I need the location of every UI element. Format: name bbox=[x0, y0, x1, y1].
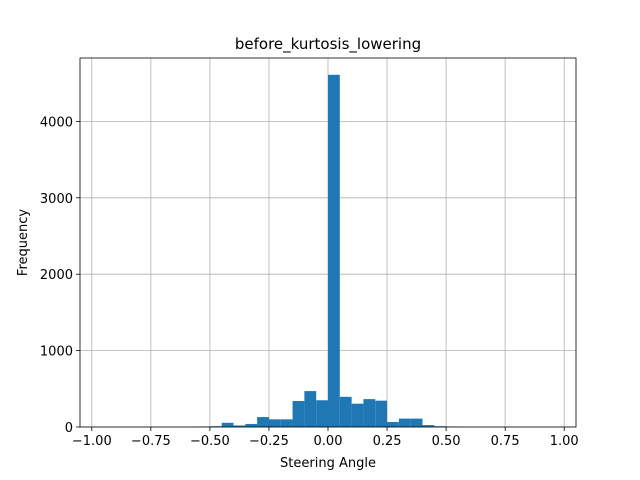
x-tick-label: −0.50 bbox=[190, 434, 230, 449]
chart-title: before_kurtosis_lowering bbox=[235, 35, 421, 54]
histogram-bar bbox=[221, 422, 234, 427]
y-tick-label: 1000 bbox=[40, 345, 73, 360]
y-axis-ticks: 0 1000 2000 3000 4000 bbox=[40, 115, 80, 436]
bars bbox=[198, 74, 458, 427]
x-tick-label: 0.50 bbox=[432, 434, 461, 449]
y-tick-label: 0 bbox=[65, 421, 73, 436]
x-tick-label: −0.25 bbox=[249, 434, 289, 449]
histogram-bar bbox=[363, 399, 376, 427]
histogram-bar bbox=[292, 401, 305, 427]
y-tick-label: 3000 bbox=[40, 192, 73, 207]
x-tick-label: 0.75 bbox=[491, 434, 520, 449]
x-tick-label: −0.75 bbox=[131, 434, 171, 449]
histogram-bar bbox=[410, 418, 423, 427]
histogram-bar bbox=[280, 419, 293, 427]
y-tick-label: 4000 bbox=[40, 115, 73, 130]
histogram-bar bbox=[257, 417, 269, 427]
histogram-bar bbox=[339, 396, 352, 427]
histogram-bar bbox=[328, 74, 340, 427]
y-tick-label: 2000 bbox=[40, 268, 73, 283]
histogram-bar bbox=[375, 400, 388, 427]
y-axis-label: Frequency bbox=[16, 209, 31, 276]
histogram-bar bbox=[233, 425, 246, 427]
histogram-bar bbox=[351, 403, 364, 427]
histogram-bar bbox=[422, 425, 435, 427]
histogram-bar bbox=[268, 419, 281, 427]
histogram-bar bbox=[387, 422, 399, 427]
x-tick-label: 0.00 bbox=[314, 434, 343, 449]
histogram-bar bbox=[245, 423, 258, 427]
x-axis-label: Steering Angle bbox=[280, 456, 376, 471]
x-tick-label: 1.00 bbox=[550, 434, 579, 449]
histogram-bar bbox=[316, 400, 328, 427]
x-tick-label: −1.00 bbox=[72, 434, 112, 449]
x-tick-label: 0.25 bbox=[373, 434, 402, 449]
x-axis-ticks: −1.00 −0.75 −0.50 −0.25 0.00 0.25 0.50 0.75 1.00 bbox=[72, 427, 579, 449]
histogram-bar bbox=[398, 418, 411, 427]
histogram-bar bbox=[304, 391, 317, 427]
